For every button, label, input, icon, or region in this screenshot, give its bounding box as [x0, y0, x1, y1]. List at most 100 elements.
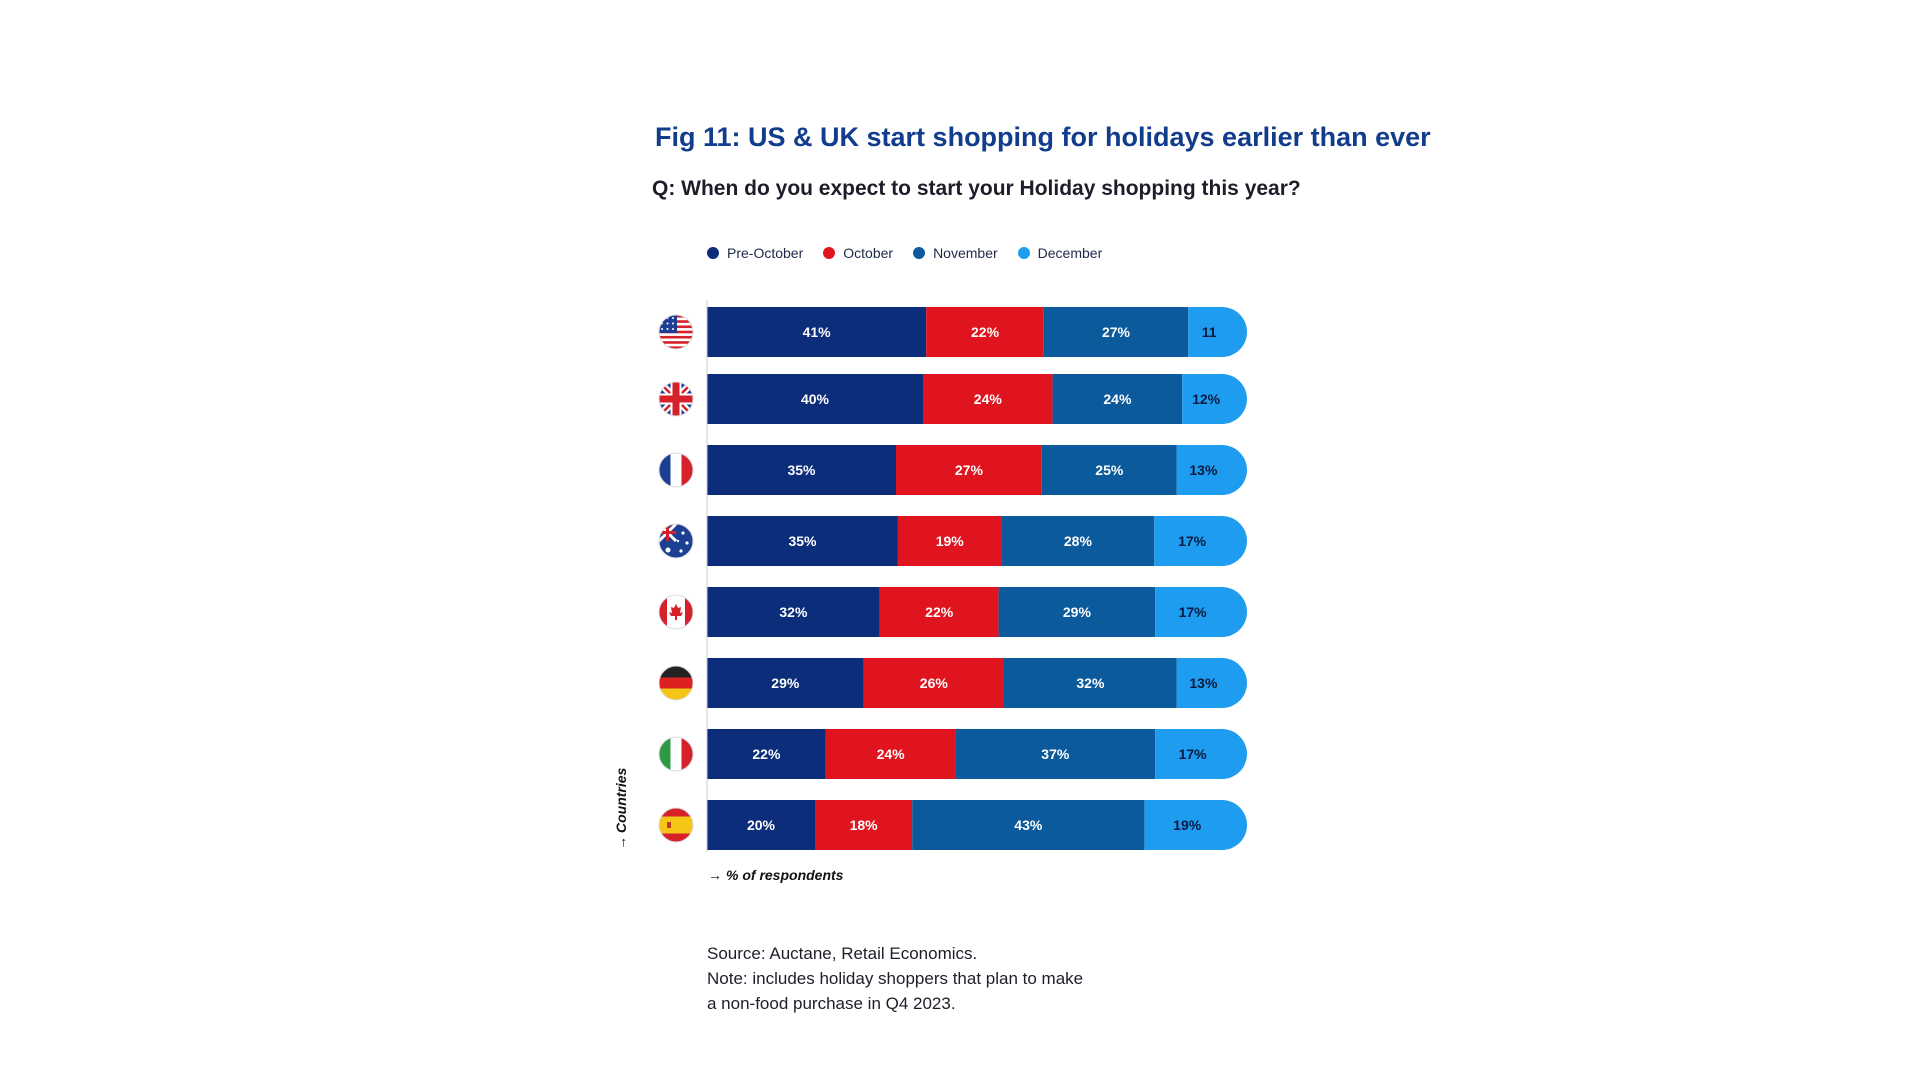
bar-label-france-december: 13% — [1189, 462, 1218, 478]
bar-canada-october — [879, 587, 999, 637]
y-axis-arrow: → — [613, 836, 629, 850]
legend-swatch-october — [823, 247, 836, 259]
bar-australia-pre-october — [707, 516, 898, 566]
legend-label-november: November — [933, 245, 998, 261]
bar-label-france-november: 25% — [1095, 462, 1124, 478]
bar-united-states-october — [926, 307, 1044, 357]
x-axis-title: → % of respondents — [708, 867, 844, 883]
source-note: Source: Auctane, Retail Economics. Note:… — [707, 941, 1083, 1016]
legend-item-december: December — [1017, 245, 1103, 261]
bar-spain-october — [815, 800, 913, 850]
spain-flag-icon — [658, 807, 694, 843]
bar-label-italy-november: 37% — [1041, 746, 1070, 762]
bar-label-canada-december: 17% — [1179, 604, 1208, 620]
bar-row-canada: 32% 22% 29% 17% — [707, 587, 1247, 637]
bar-united-states-november — [1043, 307, 1189, 357]
germany-flag-icon — [658, 665, 694, 701]
legend-swatch-november — [913, 247, 926, 259]
bar-label-germany-november: 32% — [1076, 675, 1105, 691]
bar-label-united-states-october: 22% — [971, 324, 1000, 340]
bar-spain-pre-october — [707, 800, 815, 850]
canada-flag-icon — [658, 594, 694, 630]
bar-france-november — [1041, 445, 1177, 495]
bar-label-canada-pre-october: 32% — [779, 604, 808, 620]
us-flag-icon — [658, 314, 694, 350]
bar-germany-october — [863, 658, 1004, 708]
bar-label-italy-december: 17% — [1179, 746, 1208, 762]
legend-item-october: October — [823, 245, 893, 261]
bar-label-united-kingdom-november: 24% — [1103, 391, 1132, 407]
bar-label-spain-october: 18% — [850, 817, 879, 833]
legend-label-december: December — [1037, 245, 1103, 261]
uk-flag-icon — [658, 381, 694, 417]
legend-label-pre-october: Pre-October — [727, 245, 804, 261]
bar-australia-november — [1001, 516, 1155, 566]
bar-australia-december — [1154, 516, 1247, 566]
legend-swatch-december — [1017, 247, 1030, 259]
bar-australia-october — [897, 516, 1002, 566]
bar-united-states-december — [1188, 307, 1247, 357]
bar-united-states-pre-october — [707, 307, 927, 357]
bar-united-kingdom-pre-october — [707, 374, 923, 424]
australia-flag-icon — [658, 523, 694, 559]
bar-italy-october — [825, 729, 956, 779]
bar-germany-december — [1176, 658, 1247, 708]
bar-france-october — [896, 445, 1042, 495]
bar-label-germany-pre-october: 29% — [771, 675, 800, 691]
bar-row-australia: 35% 19% 28% 17% — [707, 516, 1247, 566]
chart-legend: Pre-October October November December — [707, 245, 1122, 261]
bar-italy-pre-october — [707, 729, 826, 779]
y-axis-title: → Countries — [613, 767, 629, 850]
bar-label-united-states-pre-october: 41% — [803, 324, 832, 340]
legend-label-october: October — [843, 245, 894, 261]
bar-label-united-kingdom-pre-october: 40% — [801, 391, 830, 407]
bar-label-canada-october: 22% — [925, 604, 954, 620]
bar-spain-december — [1144, 800, 1247, 850]
bar-label-italy-october: 24% — [877, 746, 906, 762]
bar-row-germany: 29% 26% 32% 13% — [707, 658, 1247, 708]
y-axis-label: Countries — [613, 767, 629, 833]
bar-label-united-kingdom-october: 24% — [974, 391, 1003, 407]
source-line-3: a non-food purchase in Q4 2023. — [707, 994, 956, 1013]
source-line-2: Note: includes holiday shoppers that pla… — [707, 969, 1084, 988]
legend-item-pre-october: Pre-October — [707, 245, 803, 261]
chart-title: Fig 11: US & UK start shopping for holid… — [655, 122, 1431, 152]
bar-label-germany-december: 13% — [1189, 675, 1218, 691]
bar-label-australia-october: 19% — [936, 533, 965, 549]
bar-row-united-kingdom: 40% 24% 24% 12% — [707, 374, 1247, 424]
bar-spain-november — [912, 800, 1145, 850]
bar-canada-november — [998, 587, 1156, 637]
bar-united-kingdom-november — [1052, 374, 1183, 424]
bar-canada-december — [1155, 587, 1247, 637]
bar-row-spain: 20% 18% 43% 19% — [707, 800, 1247, 850]
bar-canada-pre-october — [707, 587, 880, 637]
bar-label-spain-december: 19% — [1173, 817, 1202, 833]
bar-label-united-kingdom-december: 12% — [1192, 391, 1221, 407]
bar-italy-december — [1155, 729, 1247, 779]
bar-label-canada-november: 29% — [1063, 604, 1092, 620]
bar-italy-november — [955, 729, 1156, 779]
bar-france-december — [1176, 445, 1247, 495]
source-line-1: Source: Auctane, Retail Economics. — [707, 944, 978, 963]
bar-label-italy-pre-october: 22% — [752, 746, 781, 762]
bar-label-united-states-november: 27% — [1102, 324, 1131, 340]
bar-row-italy: 22% 24% 37% 17% — [707, 729, 1247, 779]
bar-united-kingdom-december — [1182, 374, 1247, 424]
bar-germany-november — [1004, 658, 1177, 708]
country-flags — [658, 314, 694, 843]
bar-label-united-states-december: 11 — [1202, 324, 1217, 340]
bar-label-australia-december: 17% — [1178, 533, 1207, 549]
bar-france-pre-october — [707, 445, 896, 495]
france-flag-icon — [658, 452, 694, 488]
bar-label-france-october: 27% — [955, 462, 984, 478]
legend-swatch-pre-october — [707, 247, 719, 259]
bar-row-france: 35% 27% 25% 13% — [707, 445, 1247, 495]
x-axis-arrow: → — [708, 867, 722, 883]
bar-label-spain-november: 43% — [1014, 817, 1043, 833]
bar-united-kingdom-october — [923, 374, 1053, 424]
bar-row-united-states: 41% 22% 27% 11 — [707, 307, 1247, 357]
chart-question: Q: When do you expect to start your Holi… — [652, 177, 1301, 200]
bar-label-france-pre-october: 35% — [787, 462, 816, 478]
bar-label-australia-november: 28% — [1064, 533, 1093, 549]
